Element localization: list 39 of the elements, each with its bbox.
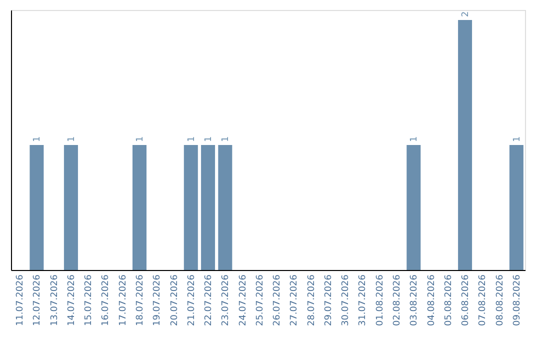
data-label: 1 bbox=[512, 136, 522, 142]
x-tick-label: 01.08.2026 bbox=[375, 274, 386, 326]
x-tick-label: 25.07.2026 bbox=[255, 274, 266, 326]
x-tick-label: 11.07.2026 bbox=[16, 274, 26, 326]
x-tick-label: 28.07.2026 bbox=[306, 274, 317, 326]
x-tick-label: 30.07.2026 bbox=[341, 274, 352, 326]
x-tick-label: 18.07.2026 bbox=[136, 274, 146, 326]
x-tick-label: 23.07.2026 bbox=[221, 274, 232, 326]
x-tick-label: 05.08.2026 bbox=[444, 274, 454, 326]
x-tick-label: 29.07.2026 bbox=[324, 274, 334, 326]
x-tick-label: 09.08.2026 bbox=[512, 274, 522, 326]
x-tick-label: 13.07.2026 bbox=[50, 274, 60, 326]
data-label: 1 bbox=[32, 136, 43, 142]
x-tick-label: 17.07.2026 bbox=[118, 274, 128, 326]
data-label: 1 bbox=[136, 136, 146, 142]
x-tick-label: 31.07.2026 bbox=[358, 274, 368, 326]
x-tick-label: 24.07.2026 bbox=[238, 274, 248, 326]
x-tick-label: 20.07.2026 bbox=[170, 274, 180, 326]
x-tick-label: 02.08.2026 bbox=[392, 274, 402, 326]
x-tick-label: 26.07.2026 bbox=[272, 274, 283, 326]
data-label: 1 bbox=[410, 136, 420, 142]
data-label: 1 bbox=[66, 136, 77, 142]
x-tick-label: 22.07.2026 bbox=[204, 274, 214, 326]
x-tick-label: 16.07.2026 bbox=[101, 274, 112, 326]
data-label: 1 bbox=[221, 136, 232, 142]
x-tick-label: 19.07.2026 bbox=[152, 274, 163, 326]
x-tick-label: 04.08.2026 bbox=[426, 274, 437, 326]
x-tick-label: 27.07.2026 bbox=[290, 274, 300, 326]
x-tick-label: 06.08.2026 bbox=[461, 274, 472, 326]
x-tick-label: 21.07.2026 bbox=[186, 274, 197, 326]
data-label: 2 bbox=[461, 11, 472, 17]
data-label: 1 bbox=[204, 136, 214, 142]
x-tick-label: 08.08.2026 bbox=[495, 274, 506, 326]
x-tick-label: 15.07.2026 bbox=[84, 274, 94, 326]
data-label: 1 bbox=[186, 136, 197, 142]
x-tick-label: 14.07.2026 bbox=[66, 274, 77, 326]
x-tick-label: 12.07.2026 bbox=[32, 274, 43, 326]
x-tick-label: 07.08.2026 bbox=[478, 274, 488, 326]
x-tick-label: 03.08.2026 bbox=[410, 274, 420, 326]
